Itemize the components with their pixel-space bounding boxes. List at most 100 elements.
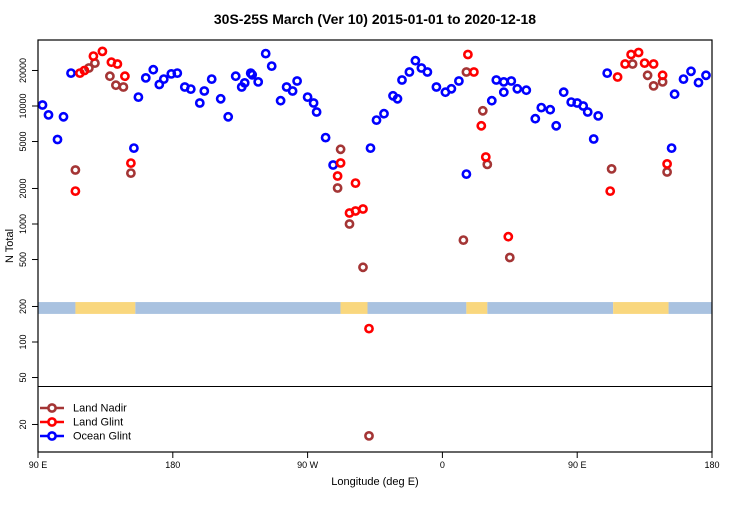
data-point: [453, 76, 464, 86]
data-point: [133, 92, 144, 102]
data-point: [215, 93, 226, 104]
y-tick-label: 20: [18, 419, 28, 429]
data-point: [158, 74, 169, 84]
data-point: [344, 219, 355, 229]
x-axis: 90 E 180 90 W 0 90 E 180: [29, 452, 720, 470]
band-segment-land: [466, 302, 488, 314]
data-point: [602, 68, 613, 78]
band-segment-ocean: [487, 302, 614, 314]
data-point: [588, 134, 599, 144]
legend-label-land-glint: Land Glint: [73, 417, 123, 429]
data-point: [666, 143, 677, 153]
series-land-nadir: [70, 58, 672, 441]
data-point: [292, 76, 302, 86]
data-point: [311, 107, 322, 117]
data-point: [545, 104, 556, 115]
data-point: [693, 77, 704, 88]
data-point: [70, 165, 81, 175]
band-segment-land: [613, 302, 669, 314]
band-segment-ocean: [668, 302, 712, 314]
data-point: [140, 73, 151, 83]
data-point: [404, 67, 415, 77]
y-tick-label: 100: [18, 334, 28, 349]
y-tick-label: 200: [18, 299, 28, 314]
y-tick-label: 2000: [18, 178, 28, 198]
band-segment-land: [75, 302, 136, 314]
data-point: [230, 71, 241, 82]
data-point: [70, 186, 81, 196]
legend: Land Nadir Land Glint Ocean Glint: [40, 403, 131, 443]
data-point: [410, 55, 421, 66]
data-point: [612, 72, 623, 82]
data-point: [118, 82, 129, 92]
data-point: [371, 115, 382, 125]
data-point: [461, 169, 472, 179]
data-point: [582, 107, 593, 117]
legend-label-ocean-glint: Ocean Glint: [73, 431, 131, 443]
data-point: [648, 59, 659, 69]
data-point: [58, 111, 69, 122]
data-point: [350, 178, 361, 188]
data-point: [392, 93, 403, 104]
data-point: [606, 163, 617, 174]
data-point: [504, 252, 515, 263]
data-point: [239, 78, 250, 88]
data-point: [486, 95, 497, 106]
data-point: [335, 158, 346, 168]
data-point: [332, 183, 343, 193]
data-point: [686, 66, 696, 77]
data-point: [669, 89, 680, 100]
data-point: [365, 143, 376, 153]
data-point: [605, 186, 616, 196]
y-tick-label: 500: [18, 252, 28, 267]
data-point: [308, 98, 319, 108]
legend-item-ocean-glint: Ocean Glint: [40, 431, 131, 443]
x-tick-label: 90 E: [29, 460, 48, 470]
data-point: [477, 105, 488, 116]
y-tick-label: 20000: [18, 58, 28, 83]
points-layer: [38, 46, 711, 441]
data-point: [97, 46, 108, 57]
series-land-glint: [70, 46, 672, 334]
x-tick-label: 90 W: [297, 460, 319, 470]
data-point: [320, 132, 331, 143]
legend-item-land-nadir: Land Nadir: [40, 403, 127, 415]
legend-marker-ocean-glint-icon: [47, 431, 57, 441]
data-point: [639, 58, 650, 68]
data-point: [512, 83, 523, 94]
data-point: [206, 74, 217, 84]
legend-marker-land-nadir-icon: [47, 403, 57, 413]
data-point: [678, 74, 689, 84]
band-segment-ocean: [38, 302, 76, 314]
data-point: [52, 134, 63, 145]
data-point: [648, 81, 659, 91]
data-point: [79, 65, 90, 76]
y-axis: 20 50 100 200 500 1000 2000 5000 10000 20000: [18, 58, 38, 429]
y-axis-title: N Total: [4, 229, 16, 263]
data-point: [302, 92, 313, 102]
data-point: [558, 87, 569, 98]
data-point: [287, 86, 298, 96]
legend-item-land-glint: Land Glint: [40, 417, 123, 429]
data-point: [657, 70, 668, 81]
data-point: [662, 158, 672, 169]
plot-box: [37, 39, 713, 453]
data-point: [458, 235, 469, 245]
data-point: [185, 84, 196, 94]
x-tick-label: 180: [165, 460, 180, 470]
data-point: [105, 71, 115, 82]
data-point: [446, 83, 457, 94]
x-axis-title: Longitude (deg E): [331, 476, 418, 488]
data-point: [128, 143, 139, 153]
data-point: [223, 111, 234, 122]
x-tick-label: 90 E: [568, 460, 587, 470]
data-point: [422, 67, 433, 77]
data-point: [247, 69, 258, 80]
data-point: [379, 108, 389, 119]
data-point: [112, 59, 123, 69]
band-segment-ocean: [135, 302, 341, 314]
y-tick-label: 5000: [18, 132, 28, 152]
data-point: [642, 70, 653, 81]
data-point: [578, 101, 589, 111]
